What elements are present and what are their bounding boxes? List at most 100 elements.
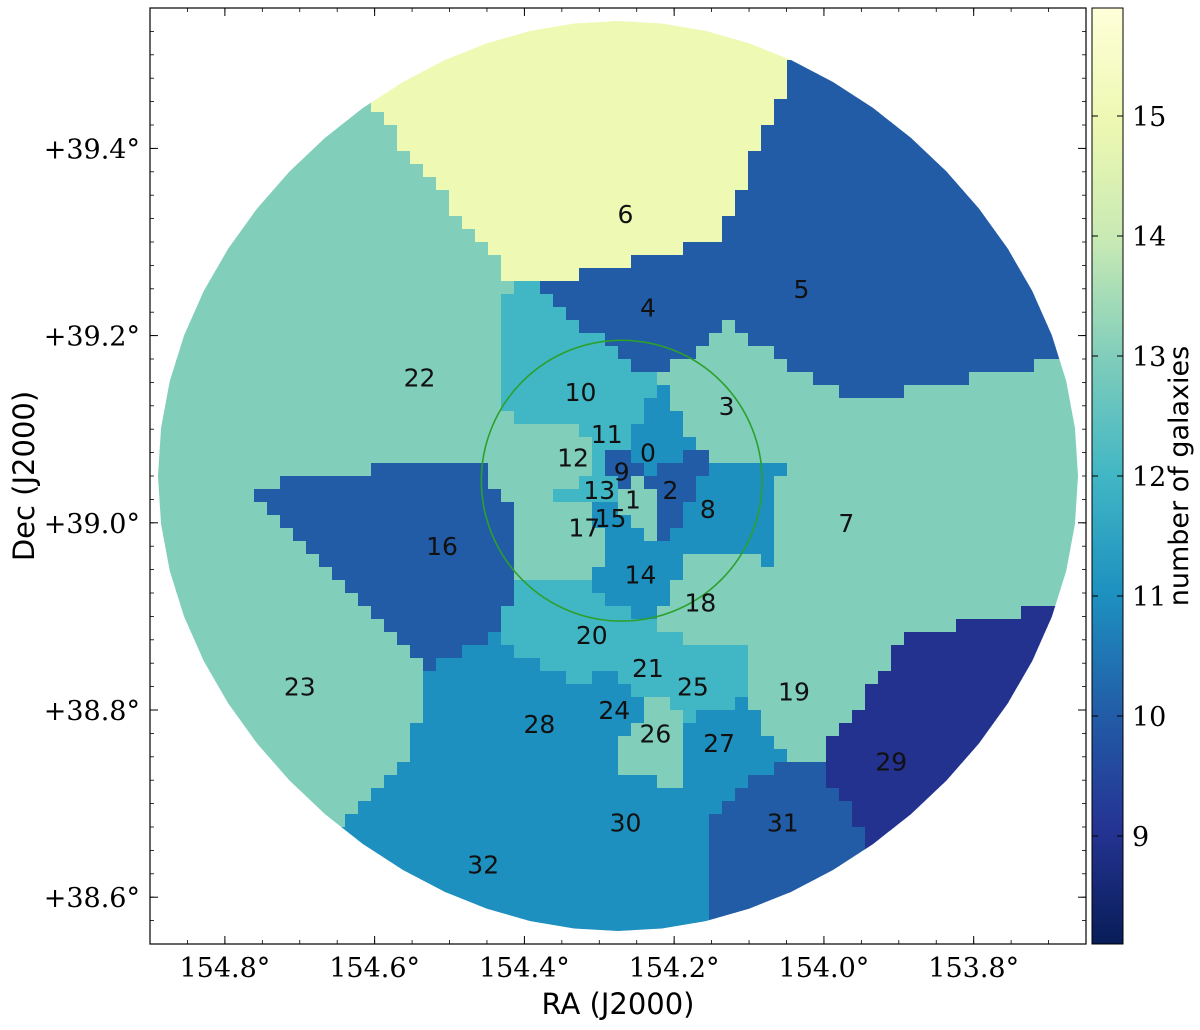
- region-cell: [215, 359, 229, 373]
- region-cell: [241, 554, 255, 568]
- region-cell: [280, 437, 294, 451]
- region-cell: [735, 619, 749, 633]
- region-cell: [332, 463, 346, 477]
- region-cell: [865, 450, 879, 464]
- region-cell: [384, 476, 398, 490]
- region-cell: [891, 658, 905, 672]
- region-cell: [241, 593, 255, 607]
- region-cell: [475, 697, 489, 711]
- region-cell: [800, 125, 814, 139]
- region-cell: [202, 476, 216, 490]
- region-cell: [930, 242, 944, 256]
- region-cell: [449, 840, 463, 854]
- region-cell: [319, 346, 333, 360]
- region-cell: [657, 151, 671, 165]
- region-cell: [813, 99, 827, 113]
- region-cell: [319, 515, 333, 529]
- region-cell: [917, 528, 931, 542]
- region-cell: [579, 554, 593, 568]
- region-cell: [215, 671, 229, 685]
- region-cell: [488, 294, 502, 308]
- region-cell: [813, 788, 827, 802]
- region-cell: [865, 528, 879, 542]
- region-cell: [774, 268, 788, 282]
- region-cell: [917, 177, 931, 191]
- region-cell: [410, 593, 424, 607]
- region-cell: [1021, 554, 1035, 568]
- region-cell: [839, 489, 853, 503]
- region-cell: [904, 437, 918, 451]
- region-cell: [631, 346, 645, 360]
- region-cell: [683, 112, 697, 126]
- region-cell: [280, 177, 294, 191]
- region-cell: [787, 73, 801, 87]
- region-cell: [566, 515, 580, 529]
- region-cell: [644, 307, 658, 321]
- region-cell: [462, 502, 476, 516]
- region-cell: [722, 619, 736, 633]
- region-cell: [514, 346, 528, 360]
- region-cell: [540, 242, 554, 256]
- region-cell: [917, 632, 931, 646]
- region-cell: [683, 294, 697, 308]
- region-cell: [540, 346, 554, 360]
- region-cell: [1060, 463, 1074, 477]
- region-cell: [982, 671, 996, 685]
- region-cell: [540, 151, 554, 165]
- region-cell: [358, 411, 372, 425]
- region-cell: [358, 281, 372, 295]
- region-cell: [670, 307, 684, 321]
- region-cell: [293, 450, 307, 464]
- region-cell: [345, 632, 359, 646]
- region-cell: [293, 268, 307, 282]
- region-cell: [566, 684, 580, 698]
- region-cell: [1034, 554, 1048, 568]
- region-cell: [436, 73, 450, 87]
- region-cell: [280, 242, 294, 256]
- region-cell: [280, 489, 294, 503]
- region-cell: [306, 541, 320, 555]
- region-cell: [254, 294, 268, 308]
- region-cell: [631, 21, 645, 35]
- region-cell: [514, 242, 528, 256]
- region-cell: [904, 632, 918, 646]
- region-cell: [839, 723, 853, 737]
- region-cell: [176, 372, 190, 386]
- region-cell: [540, 398, 554, 412]
- region-cell: [371, 645, 385, 659]
- region-cell: [306, 229, 320, 243]
- region-cell: [462, 112, 476, 126]
- region-cell: [267, 333, 281, 347]
- region-cell: [969, 385, 983, 399]
- region-cell: [735, 437, 749, 451]
- region-cell: [514, 216, 528, 230]
- region-cell: [696, 606, 710, 620]
- region-cell: [995, 489, 1009, 503]
- region-cell: [774, 242, 788, 256]
- region-cell: [462, 827, 476, 841]
- region-cell: [800, 801, 814, 815]
- region-cell: [670, 320, 684, 334]
- region-cell: [943, 671, 957, 685]
- region-cell: [397, 489, 411, 503]
- region-cell: [527, 450, 541, 464]
- region-cell: [800, 385, 814, 399]
- region-cell: [384, 385, 398, 399]
- region-cell: [475, 814, 489, 828]
- region-cell: [566, 879, 580, 893]
- region-cell: [826, 294, 840, 308]
- region-cell: [371, 398, 385, 412]
- region-cell: [683, 138, 697, 152]
- region-cell: [540, 684, 554, 698]
- region-cell: [384, 814, 398, 828]
- region-cell: [566, 47, 580, 61]
- region-cell: [280, 372, 294, 386]
- region-cell: [410, 190, 424, 204]
- region-cell: [371, 541, 385, 555]
- region-cell: [696, 580, 710, 594]
- region-cell: [462, 853, 476, 867]
- region-cell: [618, 151, 632, 165]
- region-cell: [891, 424, 905, 438]
- region-cell: [371, 450, 385, 464]
